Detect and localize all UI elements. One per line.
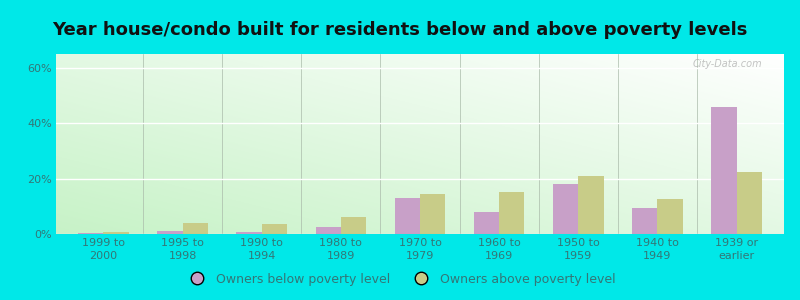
Bar: [262, 224, 287, 234]
Bar: [341, 218, 366, 234]
Bar: [237, 232, 262, 234]
Bar: [632, 208, 658, 234]
Bar: [420, 194, 446, 234]
Bar: [78, 232, 103, 234]
Bar: [499, 193, 525, 234]
Bar: [315, 227, 341, 234]
Bar: [711, 106, 737, 234]
Bar: [182, 223, 208, 234]
Text: City-Data.com: City-Data.com: [693, 59, 762, 69]
Bar: [737, 172, 762, 234]
Bar: [658, 200, 682, 234]
Bar: [103, 232, 129, 234]
Legend: Owners below poverty level, Owners above poverty level: Owners below poverty level, Owners above…: [179, 268, 621, 291]
Bar: [553, 184, 578, 234]
Bar: [394, 198, 420, 234]
Bar: [158, 231, 182, 234]
Text: Year house/condo built for residents below and above poverty levels: Year house/condo built for residents bel…: [52, 21, 748, 39]
Bar: [474, 212, 499, 234]
Bar: [578, 176, 603, 234]
